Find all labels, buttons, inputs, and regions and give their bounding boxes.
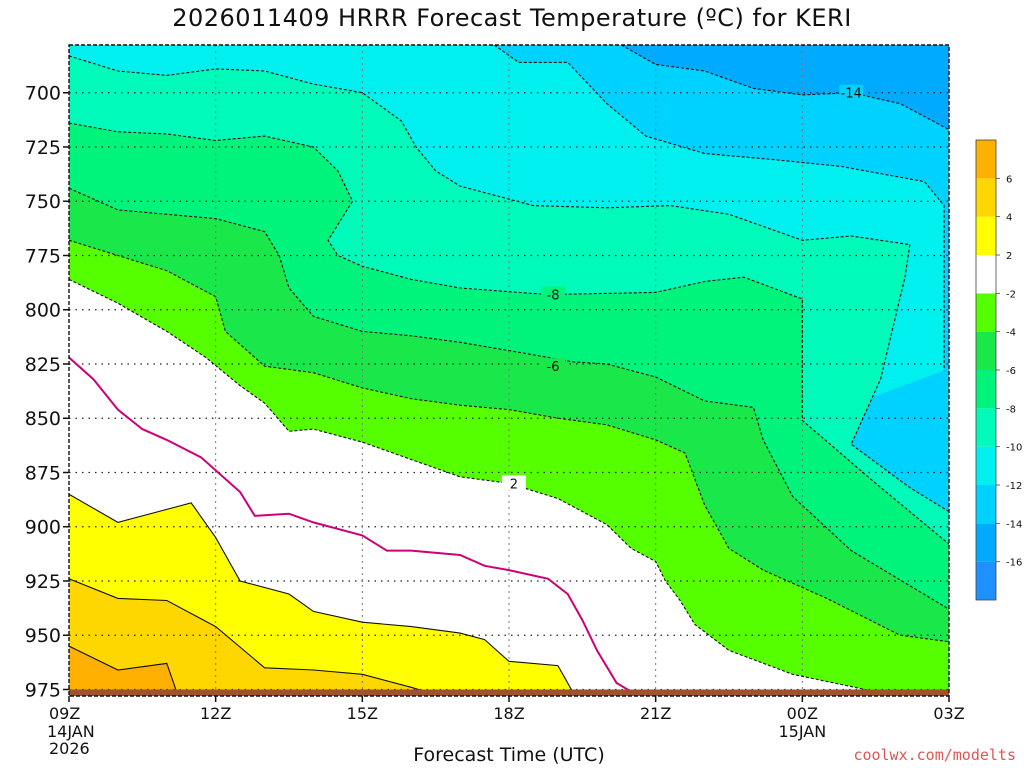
x-tick-label: 12Z bbox=[200, 704, 231, 723]
x-tick-label: 09Z bbox=[49, 704, 80, 723]
colorbar-bin bbox=[976, 216, 996, 255]
isotherm--6 bbox=[69, 187, 949, 610]
y-tick-label: 700 bbox=[25, 83, 61, 105]
contour-label: -8 bbox=[547, 289, 560, 304]
y-tick-label: 950 bbox=[25, 625, 61, 647]
colorbar-bin bbox=[976, 331, 996, 370]
colorbar-tick-label: 6 bbox=[1006, 174, 1012, 185]
colorbar-tick-label: -10 bbox=[1006, 443, 1022, 454]
colorbar-tick-label: -16 bbox=[1006, 558, 1022, 569]
y-tick-label: 850 bbox=[25, 408, 61, 430]
colorbar-bin bbox=[976, 446, 996, 485]
isotherm--4 bbox=[69, 239, 949, 643]
ground-band bbox=[69, 689, 949, 696]
colorbar-tick-label: -12 bbox=[1006, 481, 1022, 492]
x-tick-date: 15JAN bbox=[778, 722, 826, 741]
x-axis-label: Forecast Time (UTC) bbox=[413, 744, 605, 766]
colorbar-tick-label: -8 bbox=[1006, 404, 1016, 415]
contour-label: -6 bbox=[547, 360, 560, 375]
y-axis: 700 725 750 775 800 825 850 875 900 925 950 975 bbox=[25, 83, 69, 701]
y-tick-label: 750 bbox=[25, 191, 61, 213]
x-tick-year: 2026 bbox=[49, 739, 90, 758]
isotherm-0 bbox=[69, 356, 632, 693]
colorbar-bin bbox=[976, 140, 996, 179]
fill-band--16 bbox=[621, 45, 949, 130]
contour-label: 2 bbox=[510, 477, 518, 492]
isotherm--8 bbox=[69, 122, 949, 545]
colorbar-bin bbox=[976, 370, 996, 409]
colorbar-tick-label: -4 bbox=[1006, 328, 1016, 339]
isotherm-6 bbox=[69, 645, 178, 692]
x-tick-label: 00Z bbox=[787, 704, 818, 723]
y-tick-label: 975 bbox=[25, 679, 61, 701]
colorbar-bin bbox=[976, 408, 996, 447]
y-tick-label: 775 bbox=[25, 245, 61, 267]
colorbar-tick-label: 2 bbox=[1006, 251, 1012, 262]
y-tick-label: 900 bbox=[25, 517, 61, 539]
y-tick-label: 925 bbox=[25, 571, 61, 593]
colorbar-bin bbox=[976, 561, 996, 600]
colorbar-tick-label: -2 bbox=[1006, 289, 1016, 300]
isotherm-2 bbox=[69, 493, 574, 692]
isotherm-lines bbox=[69, 45, 949, 693]
x-tick-label: 03Z bbox=[933, 704, 964, 723]
isotherm--12 bbox=[493, 45, 945, 371]
x-tick-date: 14JAN bbox=[47, 722, 95, 741]
contour-label-bg bbox=[501, 475, 526, 491]
contour-labels: -14 -8 -6 2 bbox=[501, 84, 864, 492]
colorbar-bin bbox=[976, 485, 996, 524]
colorbar-tick-label: -14 bbox=[1006, 519, 1022, 530]
isotherm--14 bbox=[621, 45, 949, 131]
fill-band-6 bbox=[69, 646, 177, 696]
y-tick-label: 875 bbox=[25, 462, 61, 484]
contour-label-bg bbox=[839, 84, 864, 100]
colorbar: -16 -14 -12 -10 -8 -6 -4 -2 2 4 6 bbox=[975, 139, 1022, 601]
colorbar-bin bbox=[976, 293, 996, 332]
isotherm-4 bbox=[69, 578, 427, 693]
x-tick-label: 15Z bbox=[347, 704, 378, 723]
credit-text: coolwx.com/modelts bbox=[853, 746, 1016, 764]
chart-title: 2026011409 HRRR Forecast Temperature (ºC… bbox=[172, 4, 852, 32]
contour-label-bg bbox=[541, 358, 565, 374]
colorbar-bin bbox=[976, 178, 996, 217]
contour-label: -14 bbox=[841, 87, 862, 102]
x-tick-label: 18Z bbox=[493, 704, 524, 723]
isotherm--2 bbox=[69, 278, 876, 693]
y-tick-label: 800 bbox=[25, 300, 61, 322]
colorbar-tick-label: -6 bbox=[1006, 366, 1016, 377]
contour-label-bg bbox=[541, 286, 565, 302]
y-tick-label: 825 bbox=[25, 354, 61, 376]
colorbar-bin bbox=[976, 523, 996, 562]
colorbar-tick-label: 4 bbox=[1006, 213, 1012, 224]
colorbar-bin bbox=[976, 255, 996, 294]
ground-layer bbox=[69, 689, 949, 696]
y-tick-label: 725 bbox=[25, 137, 61, 159]
x-tick-label: 21Z bbox=[640, 704, 671, 723]
isotherm--10 bbox=[69, 55, 949, 513]
